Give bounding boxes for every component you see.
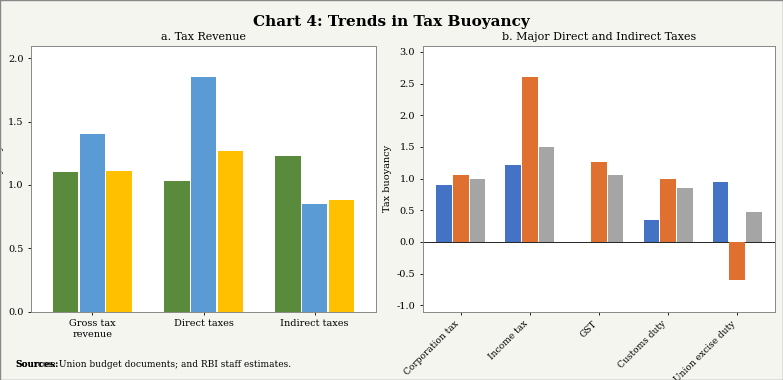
Bar bbox=[53, 172, 78, 312]
Bar bbox=[329, 200, 354, 312]
Bar bbox=[591, 162, 607, 242]
Bar bbox=[164, 181, 189, 312]
Bar bbox=[644, 220, 659, 242]
Bar bbox=[608, 176, 623, 242]
Bar bbox=[80, 134, 105, 312]
Bar bbox=[302, 204, 327, 312]
Bar bbox=[191, 77, 216, 312]
Y-axis label: Tax buoyancy: Tax buoyancy bbox=[383, 145, 392, 212]
Title: a. Tax Revenue: a. Tax Revenue bbox=[161, 32, 246, 42]
Bar bbox=[106, 171, 132, 312]
Bar bbox=[218, 151, 243, 312]
Bar bbox=[713, 182, 728, 242]
Bar bbox=[276, 156, 301, 312]
Text: Sources: Union budget documents; and RBI staff estimates.: Sources: Union budget documents; and RBI… bbox=[16, 359, 290, 369]
Title: b. Major Direct and Indirect Taxes: b. Major Direct and Indirect Taxes bbox=[502, 32, 696, 42]
Bar bbox=[660, 179, 676, 242]
Y-axis label: Tax buoyancy: Tax buoyancy bbox=[0, 145, 4, 212]
Text: Sources:: Sources: bbox=[16, 359, 60, 369]
Bar bbox=[436, 185, 452, 242]
Bar bbox=[746, 212, 762, 242]
Bar bbox=[522, 77, 538, 242]
Text: Chart 4: Trends in Tax Buoyancy: Chart 4: Trends in Tax Buoyancy bbox=[253, 15, 530, 29]
Bar bbox=[470, 179, 485, 242]
Bar bbox=[677, 188, 692, 242]
Bar bbox=[506, 165, 521, 242]
Bar bbox=[539, 147, 554, 242]
Bar bbox=[453, 176, 469, 242]
Bar bbox=[729, 242, 745, 280]
